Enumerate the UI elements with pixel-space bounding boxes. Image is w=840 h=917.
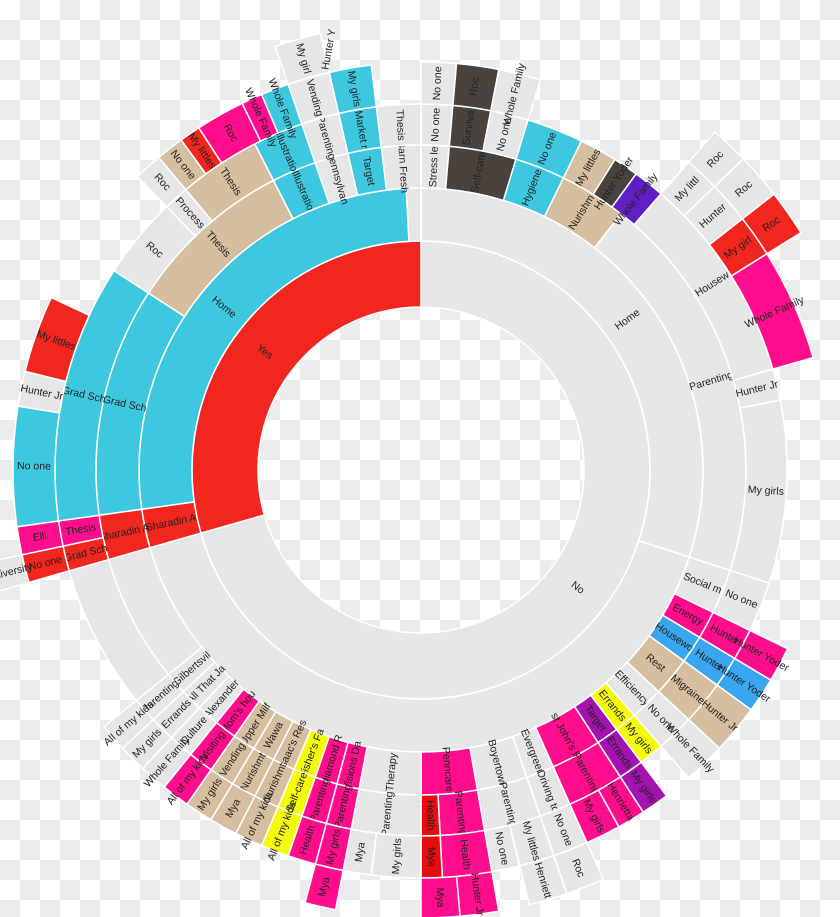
segment-label: Hunter Jr bbox=[468, 872, 486, 917]
sunburst-segment[interactable] bbox=[0, 553, 30, 594]
sunburst-segment[interactable] bbox=[420, 875, 461, 917]
segment-label: Mya bbox=[353, 841, 368, 863]
sunburst-segment[interactable] bbox=[375, 103, 422, 149]
segment-label: Mya bbox=[433, 887, 446, 908]
sunburst-segment[interactable] bbox=[741, 193, 802, 255]
segment-label: Thesis bbox=[64, 521, 97, 538]
segment-label: Surviva bbox=[460, 110, 477, 147]
segment-label: Parenting bbox=[380, 791, 396, 837]
segment-label: Elli bbox=[32, 530, 48, 544]
sunburst-segment[interactable] bbox=[304, 863, 345, 911]
segment-label: Penncare f bbox=[439, 747, 455, 799]
sunburst-segment[interactable] bbox=[102, 699, 155, 750]
segment-label: Stress le bbox=[427, 146, 441, 187]
sunburst-segment[interactable] bbox=[328, 64, 378, 115]
sunburst-segment[interactable] bbox=[24, 296, 91, 383]
segment-label: Therapy bbox=[384, 752, 400, 792]
sunburst-segment[interactable] bbox=[518, 854, 568, 906]
segment-label: Mya bbox=[425, 847, 438, 867]
sunburst-segment[interactable] bbox=[660, 718, 721, 779]
segment-label: My girls bbox=[390, 838, 404, 875]
segment-label: Mya bbox=[316, 876, 332, 898]
sunburst-segment[interactable] bbox=[489, 68, 542, 121]
segment-label: Roc bbox=[467, 77, 481, 97]
sunburst-segment[interactable] bbox=[405, 187, 422, 243]
segment-label: Target bbox=[360, 156, 377, 187]
segment-label: Parenting bbox=[452, 790, 469, 836]
outer-label: Hunter Y bbox=[320, 28, 339, 71]
segment-label: My girls bbox=[747, 484, 784, 498]
sunburst-segment[interactable] bbox=[687, 130, 745, 188]
segment-label: No one bbox=[429, 107, 442, 142]
segment-label: Health bbox=[424, 800, 437, 831]
segment-label: Thesis bbox=[393, 109, 407, 141]
segment-label: Barn Fresh bbox=[395, 141, 410, 194]
segment-label: No one bbox=[431, 66, 444, 101]
segment-label: No one bbox=[17, 460, 51, 472]
sunburst-segment[interactable] bbox=[274, 32, 331, 86]
segment-label: Health bbox=[457, 839, 472, 871]
sunburst-segment[interactable] bbox=[730, 252, 815, 371]
